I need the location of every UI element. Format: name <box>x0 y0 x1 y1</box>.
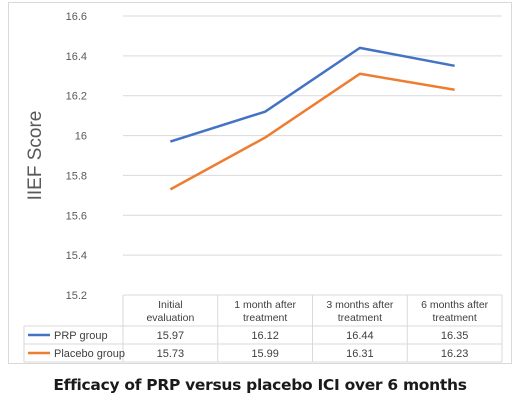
y-tick-label: 16.6 <box>66 11 87 23</box>
table-value: 16.31 <box>346 348 374 360</box>
category-label: 6 months after <box>421 299 489 311</box>
y-tick-label: 15.4 <box>66 250 87 262</box>
y-tick-label: 16 <box>75 131 87 143</box>
category-label: treatment <box>243 312 287 324</box>
category-label: 3 months after <box>326 299 394 311</box>
y-axis-title: IIEF Score <box>25 111 46 201</box>
category-label: Initial <box>158 299 183 311</box>
category-label: 1 month after <box>234 299 296 311</box>
chart-frame <box>8 2 512 364</box>
category-label: evaluation <box>146 312 194 324</box>
table-value: 16.23 <box>441 348 469 360</box>
y-tick-label: 15.8 <box>66 170 87 182</box>
line-chart: 15.2 15.4 15.6 15.8 16 16.2 16.4 16.6 IIEF Score… <box>23 11 503 363</box>
y-tick-label: 15.2 <box>66 290 87 302</box>
table-value: 16.44 <box>346 330 374 342</box>
category-label: treatment <box>432 312 476 324</box>
table-value: 16.12 <box>251 330 279 342</box>
y-tick-label: 16.2 <box>66 91 87 103</box>
table-value: 15.73 <box>157 348 185 360</box>
table-value: 16.35 <box>441 330 469 342</box>
series-line-2 <box>169 72 455 191</box>
legend-label: Placebo group <box>54 348 125 360</box>
y-tick-label: 16.4 <box>66 51 87 63</box>
figure-caption: Efficacy of PRP versus placebo ICI over … <box>53 376 467 394</box>
y-tick-label: 15.6 <box>66 210 87 222</box>
table-value: 15.99 <box>251 348 279 360</box>
table-value: 15.97 <box>157 330 185 342</box>
series-line-1 <box>169 46 455 143</box>
category-label: treatment <box>338 312 382 324</box>
legend-label: PRP group <box>54 330 108 342</box>
